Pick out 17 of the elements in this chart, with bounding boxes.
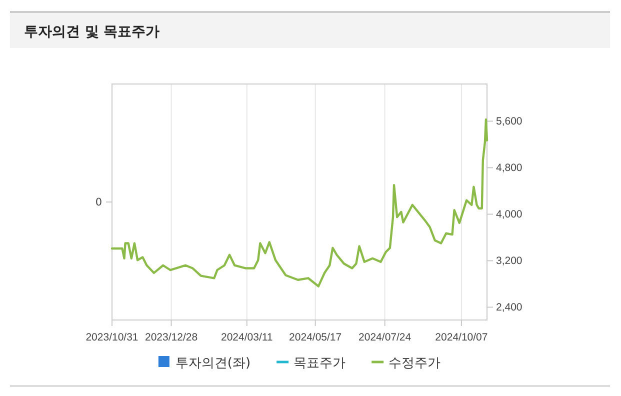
x-tick-label: 2024/10/07 [435, 332, 488, 344]
x-tick-label: 2023/10/31 [86, 332, 138, 344]
x-tick-label: 2024/05/17 [289, 332, 342, 344]
y2-tick-label: 5,600 [496, 116, 522, 128]
legend-label: 투자의견(좌) [175, 356, 251, 371]
line-series [110, 118, 488, 288]
legend-label: 목표주가 [294, 356, 346, 371]
legend-label: 수정주가 [388, 356, 441, 371]
x-tick-label: 2024/07/24 [358, 332, 412, 344]
chart-title: 투자의견 및 목표주가 [24, 24, 160, 40]
y2-tick-label: 2,400 [496, 302, 522, 314]
y2-tick-label: 4,800 [496, 162, 522, 174]
x-tick-label: 2024/03/11 [220, 332, 273, 344]
y2-tick-label: 4,000 [496, 208, 522, 221]
text: 0 [95, 196, 102, 208]
y2-tick-label: 3,200 [496, 255, 522, 268]
x-tick-label: 2023/12/28 [144, 332, 198, 344]
